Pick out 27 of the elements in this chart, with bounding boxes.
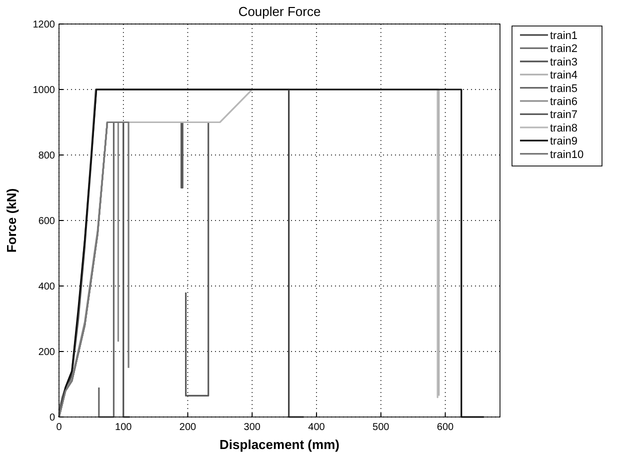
x-tick-label: 200 <box>179 422 197 433</box>
legend-label: train1 <box>550 30 578 42</box>
y-tick-label: 200 <box>38 347 56 358</box>
y-tick-label: 1200 <box>32 20 56 30</box>
legend-label: train10 <box>550 148 584 161</box>
y-tick-label: 400 <box>38 282 56 292</box>
legend-label: train6 <box>550 96 578 108</box>
legend-label: train8 <box>550 122 578 134</box>
x-tick-label: 400 <box>308 422 326 433</box>
legend-label: train2 <box>550 43 578 56</box>
legend-label: train5 <box>550 82 578 95</box>
legend-label: train9 <box>550 136 578 148</box>
legend-label: train4 <box>550 70 578 82</box>
chart-title: Coupler Force <box>238 4 321 19</box>
y-tick-label: 1000 <box>32 85 56 96</box>
x-axis-title: Displacement (mm) <box>220 437 340 452</box>
y-tick-label: 800 <box>38 150 56 162</box>
x-tick-label: 600 <box>436 422 454 433</box>
x-tick-label: 500 <box>372 422 390 433</box>
y-tick-label: 600 <box>38 216 56 227</box>
y-axis-title: Force (kN) <box>4 188 19 253</box>
x-tick-label: 300 <box>244 422 261 433</box>
legend-label: train3 <box>550 56 578 68</box>
legend-label: train7 <box>550 109 578 122</box>
y-tick-label: 0 <box>49 412 56 424</box>
x-tick-label: 0 <box>56 422 62 433</box>
x-tick-label: 100 <box>115 422 132 433</box>
